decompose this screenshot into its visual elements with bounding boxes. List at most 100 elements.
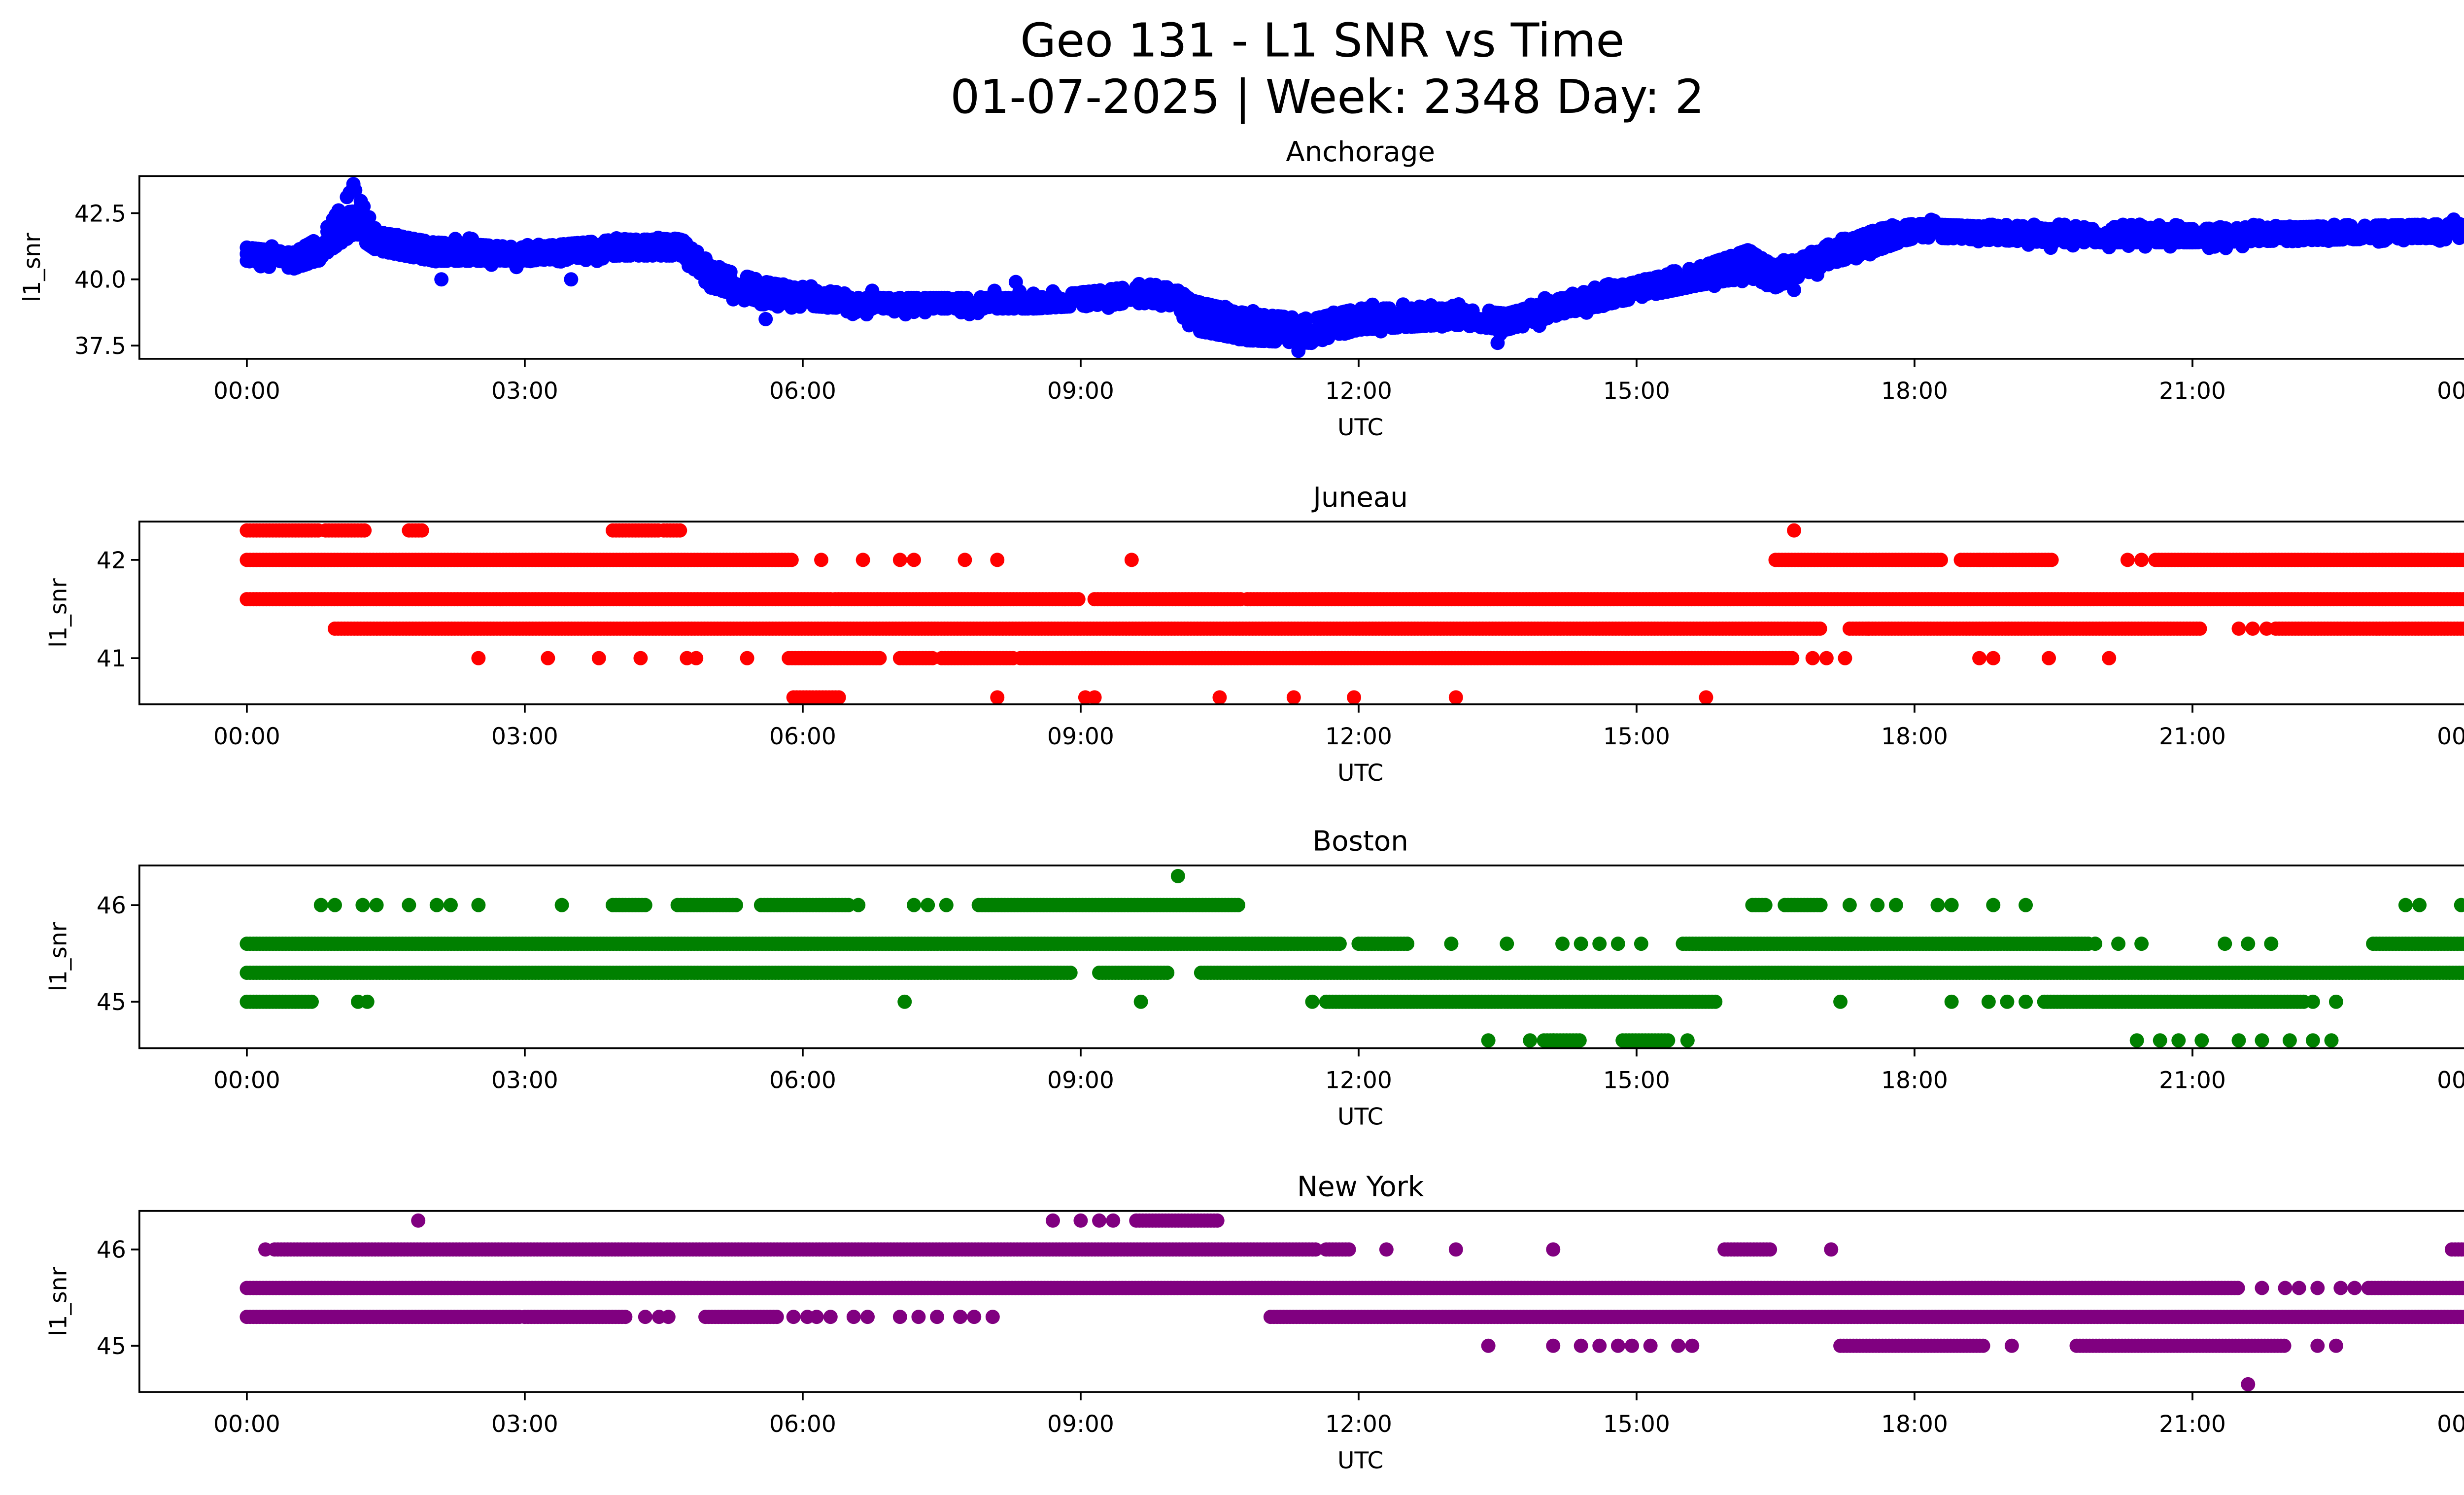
data-point: [2044, 553, 2059, 567]
data-point: [907, 553, 921, 567]
y-tick-label: 42.5: [74, 200, 126, 227]
y-tick-label: 41: [97, 645, 126, 672]
data-point: [1758, 898, 1773, 912]
data-point: [2454, 898, 2464, 912]
axes-frame: [138, 175, 2464, 360]
data-point: [1813, 898, 1828, 912]
data-point: [1071, 592, 1086, 607]
data-point: [1008, 275, 1023, 289]
data-point: [1291, 344, 1306, 358]
x-tick-label: 00:00: [2437, 378, 2464, 405]
data-point: [831, 690, 846, 704]
data-point: [471, 898, 486, 912]
data-point: [1986, 553, 2001, 567]
data-point: [2259, 621, 2274, 636]
data-point: [2102, 651, 2117, 665]
data-point: [1870, 898, 1885, 912]
subplot-anchorage: Anchorage 00:00 03:00 06:00 09:00 12:00 15:00 1…: [19, 136, 2464, 441]
x-tick-label: 12:00: [1325, 723, 1392, 750]
x-tick-label: 21:00: [2159, 378, 2226, 405]
data-point: [1299, 311, 1313, 326]
x-tick-label: 09:00: [1047, 723, 1114, 750]
data-point: [1805, 651, 1820, 665]
x-tick-label: 00:00: [213, 378, 280, 405]
data-point: [2456, 553, 2464, 567]
data-point: [541, 651, 555, 665]
data-point: [638, 898, 652, 912]
data-point: [872, 651, 887, 665]
x-tick-label: 03:00: [491, 378, 558, 405]
data-point: [1813, 621, 1827, 636]
x-tick-label: 06:00: [769, 378, 836, 405]
data-point: [564, 272, 579, 287]
data-point: [633, 651, 648, 665]
data-point: [1212, 690, 1227, 704]
x-axis-label: UTC: [1337, 760, 1383, 787]
x-tick-label: 15:00: [1603, 723, 1670, 750]
x-tick-label: 09:00: [1047, 378, 1114, 405]
data-point: [355, 898, 370, 912]
figure-title-line-2: 01-07-2025 | Week: 2348 Day: 2: [950, 70, 1704, 124]
data-point: [758, 312, 773, 326]
data-point: [1787, 523, 1802, 538]
subplot-title: Anchorage: [1286, 136, 1435, 168]
data-point: [907, 898, 921, 912]
data-point: [1785, 651, 1800, 665]
data-points: [240, 523, 2464, 704]
x-tick-label: 00:00: [213, 723, 280, 750]
y-tick-label: 42: [97, 547, 126, 574]
data-point: [362, 210, 376, 225]
y-axis-label: l1_snr: [19, 233, 46, 302]
subplot-title: Boston: [1313, 825, 1408, 857]
x-tick-label: 12:00: [1325, 378, 1392, 405]
x-tick-label: 21:00: [2159, 723, 2226, 750]
data-point: [1986, 898, 2001, 912]
x-axis-label: UTC: [1337, 414, 1383, 441]
data-point: [1490, 336, 1505, 350]
data-point: [2460, 231, 2464, 243]
x-tick-label: 00:00: [2437, 723, 2464, 750]
data-point: [2042, 651, 2056, 665]
x-tick-label: 03:00: [491, 723, 558, 750]
data-point: [434, 272, 449, 287]
data-points: [240, 176, 2464, 358]
data-point: [1787, 282, 1802, 297]
x-tick-label: 18:00: [1881, 378, 1948, 405]
data-point: [1321, 331, 1335, 346]
x-tick-label: 15:00: [1603, 378, 1670, 405]
data-point: [1124, 553, 1139, 567]
data-point: [402, 898, 416, 912]
data-points: [240, 869, 2464, 1048]
data-point: [1448, 690, 1463, 704]
data-point: [1842, 898, 1857, 912]
data-point: [1838, 651, 1852, 665]
data-point: [591, 651, 606, 665]
data-point: [2120, 553, 2135, 567]
data-point: [2134, 553, 2149, 567]
data-point: [1972, 553, 1987, 567]
data-point: [1819, 651, 1834, 665]
data-point: [1286, 690, 1301, 704]
subplot-title: Juneau: [1311, 482, 1408, 514]
data-point: [1986, 651, 2001, 665]
data-point: [958, 553, 972, 567]
y-tick-label: 40.0: [74, 267, 126, 294]
data-point: [748, 272, 763, 286]
data-point: [2460, 592, 2464, 606]
data-point: [1888, 898, 1903, 912]
data-point: [689, 651, 704, 665]
axes-frame: [138, 521, 2464, 705]
data-point: [1972, 651, 1987, 665]
data-point: [554, 898, 569, 912]
data-point: [740, 651, 754, 665]
data-point: [357, 523, 372, 538]
data-point: [471, 651, 486, 665]
data-point: [429, 898, 444, 912]
data-point: [356, 199, 371, 214]
data-point: [2457, 621, 2464, 636]
data-point: [921, 898, 935, 912]
data-point: [1087, 690, 1102, 704]
